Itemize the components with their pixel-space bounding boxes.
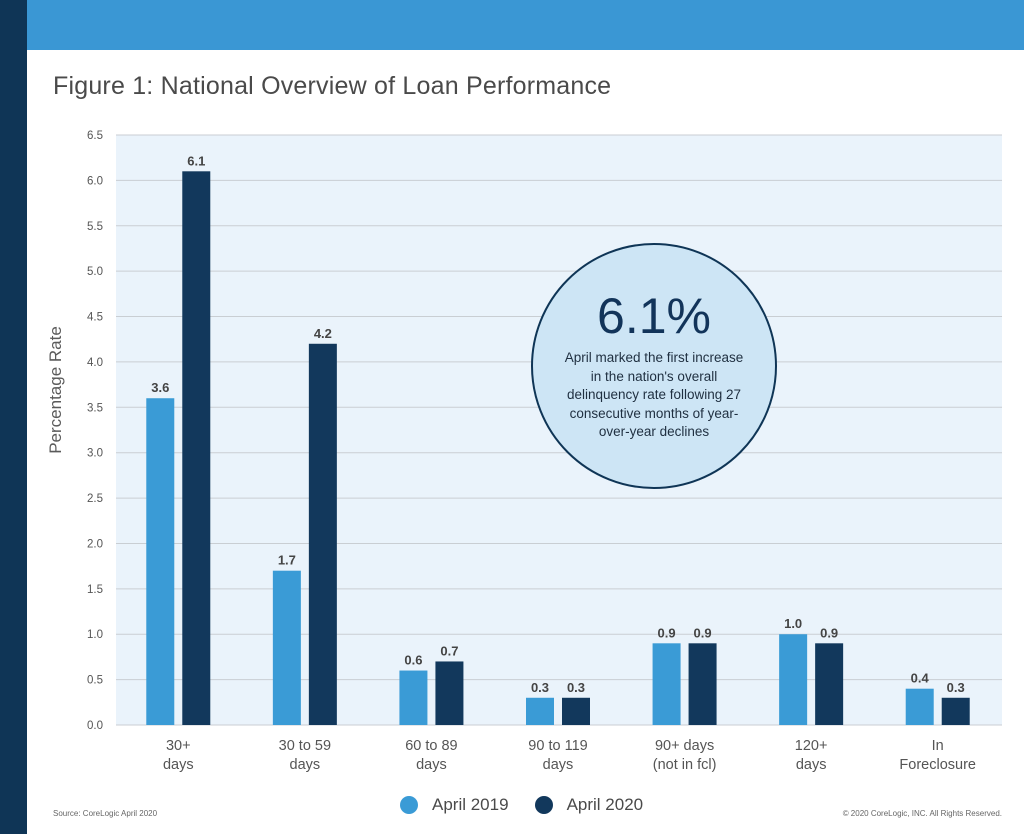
y-tick-label: 3.5 [87, 402, 103, 414]
chart-title: Figure 1: National Overview of Loan Perf… [53, 72, 612, 100]
bar-value-label: 1.0 [784, 616, 802, 631]
x-tick-label: In [932, 738, 944, 754]
bar-value-label: 0.3 [531, 680, 549, 695]
x-tick-label: 60 to 89 [405, 738, 457, 754]
y-tick-label: 1.5 [87, 584, 103, 596]
y-tick-label: 6.0 [87, 175, 103, 187]
bar-april-2020 [308, 343, 337, 725]
bar-april-2020 [941, 697, 970, 725]
x-tick-label: 30 to 59 [279, 738, 331, 754]
x-tick-label: 90 to 119 [528, 738, 587, 754]
bar-april-2019 [652, 643, 681, 725]
bar-april-2019 [526, 697, 554, 725]
bar-april-2020 [815, 643, 844, 725]
x-tick-label: 30+ [166, 738, 191, 754]
left-accent-bar [0, 0, 27, 834]
legend-item-april-2019: April 2019 [400, 795, 509, 815]
bars [146, 171, 970, 726]
y-tick-label: 5.0 [87, 266, 103, 278]
source-note: Source: CoreLogic April 2020 [53, 809, 158, 818]
callout-text: April marked the first increase in the n… [564, 350, 744, 439]
bar-value-label: 0.9 [694, 625, 712, 640]
y-tick-label: 5.5 [87, 221, 103, 233]
bar-april-2019 [272, 570, 301, 725]
legend-label-april-2019: April 2019 [432, 795, 509, 814]
y-tick-label: 6.5 [87, 130, 103, 142]
legend-item-april-2020: April 2020 [534, 795, 644, 815]
y-axis-ticks: 0.0 0.5 1.0 1.5 2.0 2.5 3.0 3.5 4.0 4.5 5.0 5.5 6.0 6… [87, 130, 103, 732]
bar-value-label: 0.9 [820, 625, 838, 640]
bar-april-2019 [146, 398, 175, 725]
legend-label-april-2020: April 2020 [566, 795, 644, 814]
bar-value-label: 0.9 [658, 625, 676, 640]
x-tick-label: days [290, 757, 321, 773]
x-tick-label: 90+ days [655, 738, 714, 754]
x-tick-label: 120+ [795, 738, 828, 754]
bar-april-2020 [182, 171, 211, 726]
callout-bubble: 6.1% April marked the first increase in … [531, 243, 777, 489]
value-labels: 3.6 6.1 1.7 4.2 0.6 0.7 0.3 0.3 0.9 0.9 1.0 0.9 0.4 0… [151, 153, 965, 694]
legend-swatch-april-2019 [400, 796, 418, 814]
y-tick-label: 2.5 [87, 493, 103, 505]
bar-value-label: 6.1 [187, 153, 205, 168]
bar-value-label: 0.3 [567, 680, 585, 695]
y-tick-label: 2.0 [87, 538, 103, 550]
bar-april-2019 [399, 670, 428, 725]
y-axis-label: Percentage Rate [46, 326, 65, 454]
x-axis-ticks: 30+ days 30 to 59 days 60 to 89 days 90 to 119… [163, 738, 976, 773]
x-tick-label: days [416, 757, 447, 773]
x-tick-label: days [543, 757, 574, 773]
bar-value-label: 0.3 [947, 680, 965, 695]
bar-value-label: 0.6 [404, 653, 422, 668]
gridlines [116, 134, 1002, 726]
bar-april-2019 [779, 634, 808, 725]
x-tick-label: days [796, 757, 827, 773]
y-tick-label: 0.5 [87, 675, 103, 687]
callout-value: 6.1% [597, 288, 711, 344]
x-tick-label: (not in fcl) [653, 757, 717, 773]
bar-april-2019 [905, 688, 934, 725]
bar-april-2020 [688, 643, 717, 725]
legend: April 2019 April 2020 [400, 792, 669, 818]
bar-value-label: 3.6 [151, 380, 169, 395]
y-tick-label: 4.0 [87, 357, 103, 369]
bar-april-2020 [562, 697, 590, 725]
x-tick-label: days [163, 757, 194, 773]
bar-value-label: 0.4 [911, 671, 930, 686]
y-tick-label: 4.5 [87, 312, 103, 324]
bar-april-2020 [435, 661, 464, 725]
bar-value-label: 1.7 [278, 553, 296, 568]
copyright-note: © 2020 CoreLogic, INC. All Rights Reserv… [842, 809, 1002, 818]
bar-value-label: 0.7 [440, 643, 458, 658]
bar-value-label: 4.2 [314, 326, 332, 341]
y-tick-label: 0.0 [87, 720, 103, 732]
x-tick-label: Foreclosure [899, 757, 976, 773]
y-tick-label: 3.0 [87, 448, 103, 460]
y-tick-label: 1.0 [87, 629, 103, 641]
legend-swatch-april-2020 [534, 796, 553, 814]
top-accent-bar [27, 0, 1024, 50]
